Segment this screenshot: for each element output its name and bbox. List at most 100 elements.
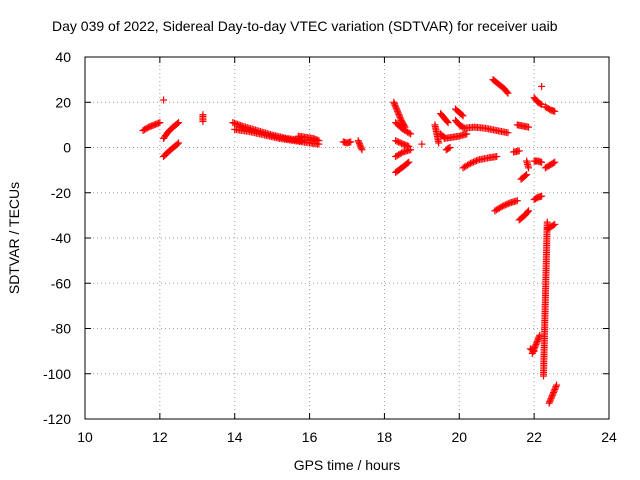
data-point xyxy=(199,111,207,119)
data-point xyxy=(515,147,523,155)
x-tick-label: 10 xyxy=(77,429,93,445)
data-point xyxy=(551,384,559,392)
data-point xyxy=(394,109,402,117)
data-point xyxy=(407,130,415,138)
data-point xyxy=(418,140,426,148)
x-axis: 10 12 14 16 18 20 22 24 xyxy=(77,57,617,445)
data-point xyxy=(550,387,558,395)
data-point xyxy=(548,392,556,400)
data-point xyxy=(465,160,473,168)
data-point xyxy=(443,117,451,125)
data-point xyxy=(156,119,164,127)
data-point xyxy=(543,218,551,226)
data-point xyxy=(531,343,539,351)
y-tick-label: -40 xyxy=(51,230,71,246)
data-point xyxy=(463,130,471,138)
y-tick-label: 40 xyxy=(55,49,71,65)
data-point xyxy=(549,159,557,167)
data-point xyxy=(525,164,533,172)
data-point xyxy=(173,120,181,128)
data-point xyxy=(355,140,363,148)
data-point xyxy=(503,88,511,96)
data-point xyxy=(347,138,355,146)
x-tick-label: 12 xyxy=(152,429,168,445)
data-point xyxy=(533,339,541,347)
data-point xyxy=(395,138,403,146)
data-point xyxy=(394,107,402,115)
data-point xyxy=(536,100,544,108)
data-point xyxy=(396,113,404,121)
data-point xyxy=(160,96,168,104)
data-point xyxy=(468,159,476,167)
data-point xyxy=(500,202,508,210)
data-point xyxy=(498,202,506,210)
data-point xyxy=(547,395,555,403)
x-tick-label: 14 xyxy=(227,429,243,445)
x-tick-label: 22 xyxy=(526,429,542,445)
data-point xyxy=(445,144,453,152)
data-point xyxy=(175,139,183,147)
data-point xyxy=(528,349,536,357)
y-tick-label: 0 xyxy=(63,140,71,156)
y-tick-label: -120 xyxy=(43,411,71,427)
data-point xyxy=(395,112,403,120)
data-point xyxy=(473,157,481,165)
data-point xyxy=(548,393,556,401)
data-point xyxy=(503,200,511,208)
data-point xyxy=(549,389,557,397)
data-point xyxy=(504,129,512,137)
x-tick-label: 18 xyxy=(377,429,393,445)
data-point xyxy=(531,342,539,350)
data-point xyxy=(525,123,533,131)
data-point xyxy=(493,153,501,161)
data-point xyxy=(532,340,540,348)
data-point xyxy=(396,139,404,147)
data-point xyxy=(390,100,398,108)
data-point xyxy=(458,111,466,119)
data-points xyxy=(139,76,561,407)
data-point xyxy=(392,137,400,145)
data-point xyxy=(530,346,538,354)
y-tick-label: -60 xyxy=(51,275,71,291)
chart-title: Day 039 of 2022, Sidereal Day-to-day VTE… xyxy=(52,18,558,34)
y-axis: 40 20 0 -20 -40 -60 -80 -100 -120 xyxy=(43,49,609,427)
data-point xyxy=(358,146,366,154)
data-point xyxy=(504,89,512,97)
data-point xyxy=(392,103,400,111)
data-point xyxy=(546,398,554,406)
x-axis-label: GPS time / hours xyxy=(294,457,401,473)
data-point xyxy=(393,106,401,114)
data-point xyxy=(551,107,559,115)
data-point xyxy=(513,197,521,205)
data-point xyxy=(534,336,542,344)
grid-lines xyxy=(85,57,609,419)
data-point xyxy=(535,334,543,342)
data-point xyxy=(549,390,557,398)
data-point xyxy=(355,138,363,146)
data-point xyxy=(446,144,454,151)
data-point xyxy=(553,381,561,389)
x-tick-label: 16 xyxy=(302,429,318,445)
data-point xyxy=(470,158,478,166)
data-point xyxy=(552,383,560,391)
data-point xyxy=(390,98,398,106)
data-point xyxy=(315,137,323,145)
data-point xyxy=(393,137,401,145)
data-point xyxy=(538,82,546,90)
data-point xyxy=(398,149,406,157)
data-point xyxy=(357,144,365,152)
data-point xyxy=(405,158,413,166)
y-tick-label: -80 xyxy=(51,321,71,337)
data-point xyxy=(404,159,412,167)
y-axis-label: SDTVAR / TECUs xyxy=(6,182,22,294)
data-point xyxy=(501,201,509,209)
data-point xyxy=(522,172,530,180)
data-point xyxy=(392,104,400,112)
data-point xyxy=(529,348,537,356)
data-point xyxy=(497,203,505,211)
data-point xyxy=(538,101,546,109)
data-point xyxy=(538,192,546,200)
plot-frame xyxy=(84,56,610,420)
data-point xyxy=(471,157,479,165)
data-point xyxy=(405,129,413,137)
